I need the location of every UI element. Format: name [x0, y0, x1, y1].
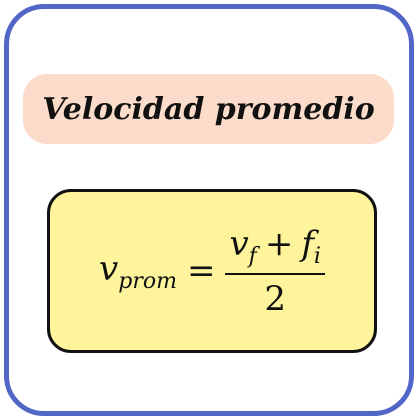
- formula: vprom = vf + fi 2: [50, 192, 374, 350]
- num-subscript-1: f: [248, 243, 257, 269]
- numerator: vf + fi: [225, 224, 325, 273]
- title-banner: Velocidad promedio: [23, 74, 394, 144]
- num-variable-1: v: [229, 223, 249, 264]
- title-text: Velocidad promedio: [42, 91, 375, 127]
- formula-box: vprom = vf + fi 2: [47, 189, 377, 353]
- lhs-subscript: prom: [118, 268, 177, 294]
- card-frame: Velocidad promedio vprom = vf + fi 2: [4, 4, 414, 416]
- formula-lhs: vprom: [99, 249, 177, 294]
- lhs-variable: v: [99, 248, 119, 289]
- num-variable-2: f: [301, 223, 314, 264]
- plus-sign: +: [264, 223, 294, 264]
- fraction-bar: [225, 272, 325, 275]
- num-subscript-2: i: [313, 243, 321, 269]
- fraction: vf + fi 2: [225, 224, 325, 319]
- denominator: 2: [264, 278, 287, 319]
- equals-sign: =: [186, 251, 216, 291]
